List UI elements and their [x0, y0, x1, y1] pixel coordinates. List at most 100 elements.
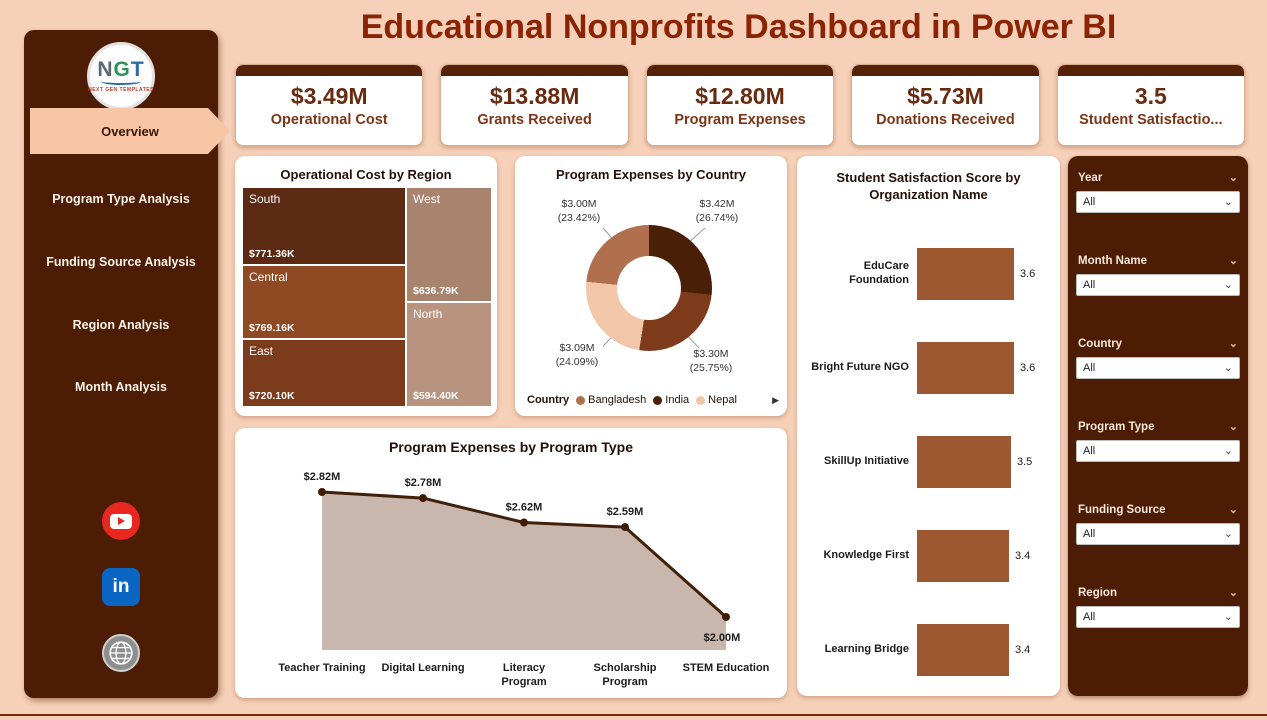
tile-value: $636.79K [413, 285, 459, 297]
slicer-funding-source-dropdown[interactable]: All ⌄ [1076, 523, 1240, 545]
legend-item-nepal[interactable]: Nepal [696, 394, 737, 406]
legend-dot [653, 395, 663, 405]
data-points: $2.82M $2.78M $2.62M $2.59M $2.00M [304, 471, 741, 644]
sidebar-item-overview[interactable]: Overview [30, 108, 230, 154]
tile-value: $720.10K [249, 390, 295, 402]
donut-legend: Country Bangladesh India Nepal ▶ [527, 394, 779, 406]
slicer-value: All [1083, 196, 1096, 208]
legend-title: Country [527, 394, 570, 406]
slicer-region: Region ⌄ All ⌄ [1076, 587, 1240, 628]
youtube-play-shape [110, 513, 132, 529]
bar[interactable] [917, 436, 1011, 488]
x-axis-label: Literacy Program [501, 662, 547, 688]
bar-category-label: EduCare Foundation [849, 260, 909, 286]
slicer-label: Region [1078, 587, 1117, 599]
data-label: $2.78M [405, 477, 442, 489]
logo-letter: G [113, 58, 131, 81]
slicer-funding-source: Funding Source ⌄ All ⌄ [1076, 504, 1240, 545]
tile-label: East [249, 344, 274, 358]
youtube-icon[interactable] [102, 502, 140, 540]
chevron-down-icon: ⌄ [1223, 610, 1233, 623]
slicer-year-header[interactable]: Year ⌄ [1076, 172, 1240, 184]
bar[interactable] [917, 342, 1014, 394]
tile-label: Central [249, 270, 288, 284]
donut-chart[interactable] [586, 225, 712, 351]
sidebar-item-program-type-analysis[interactable]: Program Type Analysis [52, 192, 190, 206]
kpi-top-bar [441, 65, 628, 76]
data-point[interactable] [621, 523, 629, 532]
slicer-year-dropdown[interactable]: All ⌄ [1076, 191, 1240, 213]
legend-label: India [665, 394, 690, 406]
kpi-label: Operational Cost [270, 112, 388, 128]
treemap-tile-west[interactable]: West $636.79K [407, 188, 491, 301]
slicer-region-header[interactable]: Region ⌄ [1076, 587, 1240, 599]
slicer-funding-source-header[interactable]: Funding Source ⌄ [1076, 504, 1240, 516]
kpi-card-program-expenses: $12.80M Program Expenses [645, 64, 835, 146]
logo-letter: N [97, 58, 114, 81]
legend-item-india[interactable]: India [653, 394, 689, 406]
slicer-country-dropdown[interactable]: All ⌄ [1076, 357, 1240, 379]
sidebar-item-funding-source-analysis[interactable]: Funding Source Analysis [46, 255, 196, 269]
data-point[interactable] [520, 518, 528, 527]
slicer-value: All [1083, 611, 1096, 623]
treemap-tile-central[interactable]: Central $769.16K [243, 266, 405, 338]
kpi-card-operational-cost: $3.49M Operational Cost [235, 64, 424, 146]
filter-panel: Year ⌄ All ⌄ Month Name ⌄ All ⌄ Country … [1068, 156, 1248, 696]
kpi-row: $3.49M Operational Cost $13.88M Grants R… [235, 64, 1246, 146]
data-point[interactable] [318, 488, 326, 496]
data-point[interactable] [722, 613, 730, 621]
data-label: $2.00M [704, 632, 741, 644]
bar-row: Learning Bridge 3.4 [803, 624, 1054, 676]
bar[interactable] [917, 624, 1009, 676]
kpi-label: Donations Received [876, 112, 1015, 128]
linkedin-icon[interactable]: in [102, 568, 140, 606]
chevron-down-icon: ⌄ [1223, 278, 1233, 291]
chevron-down-icon: ⌄ [1223, 195, 1233, 208]
legend-label: Nepal [708, 394, 737, 406]
logo-text: NGT [97, 59, 144, 80]
slicer-value: All [1083, 528, 1096, 540]
slicer-program-type-dropdown[interactable]: All ⌄ [1076, 440, 1240, 462]
area-line-chart[interactable]: $2.82M $2.78M $2.62M $2.59M $2.00M [245, 462, 777, 658]
treemap-tile-north[interactable]: North $594.40K [407, 303, 491, 406]
slicer-month-name-header[interactable]: Month Name ⌄ [1076, 255, 1240, 267]
x-axis-label: Scholarship Program [593, 662, 657, 688]
bar[interactable] [917, 248, 1014, 300]
donut-card: Program Expenses by Country $3.42M (26.7… [515, 156, 787, 416]
legend-item-bangladesh[interactable]: Bangladesh [576, 394, 646, 406]
legend-dot [696, 395, 706, 405]
kpi-label: Program Expenses [674, 112, 806, 128]
chart-title: Program Expenses by Program Type [388, 439, 634, 455]
donut-label: $3.09M (24.09%) [555, 342, 599, 368]
kpi-card-student-satisfaction: 3.5 Student Satisfactio... [1056, 64, 1246, 146]
legend-next-icon[interactable]: ▶ [772, 394, 779, 405]
chevron-down-icon: ⌄ [1223, 527, 1233, 540]
data-point[interactable] [419, 494, 427, 503]
bar-chart: EduCare Foundation 3.6 Bright Future NGO… [803, 248, 1054, 676]
logo-subtitle: NEXT GEN TEMPLATES [88, 87, 154, 93]
slicer-year: Year ⌄ All ⌄ [1076, 172, 1240, 213]
treemap-tile-south[interactable]: South $771.36K [243, 188, 405, 264]
slicer-country: Country ⌄ All ⌄ [1076, 338, 1240, 379]
chevron-down-icon: ⌄ [1228, 420, 1238, 433]
treemap-tile-east[interactable]: East $720.10K [243, 340, 405, 406]
website-globe-icon[interactable] [102, 634, 140, 672]
legend-dot [576, 395, 586, 405]
chevron-down-icon: ⌄ [1223, 444, 1233, 457]
x-axis-label: Teacher Training [278, 662, 366, 674]
slicer-program-type-header[interactable]: Program Type ⌄ [1076, 421, 1240, 433]
logo-letter: T [130, 58, 145, 81]
slicer-region-dropdown[interactable]: All ⌄ [1076, 606, 1240, 628]
slicer-country-header[interactable]: Country ⌄ [1076, 338, 1240, 350]
sidebar-item-month-analysis[interactable]: Month Analysis [75, 380, 167, 394]
donut-label: $3.00M (23.42%) [557, 198, 601, 224]
kpi-value: $5.73M [907, 83, 984, 109]
kpi-label: Grants Received [477, 112, 592, 128]
donut-hole [617, 256, 681, 320]
x-axis-labels: Teacher Training Digital Learning Literacy… [245, 662, 777, 692]
sidebar-item-region-analysis[interactable]: Region Analysis [72, 318, 170, 332]
bar[interactable] [917, 530, 1009, 582]
slicer-label: Funding Source [1078, 504, 1166, 516]
slicer-month-name-dropdown[interactable]: All ⌄ [1076, 274, 1240, 296]
tile-label: West [413, 192, 441, 206]
